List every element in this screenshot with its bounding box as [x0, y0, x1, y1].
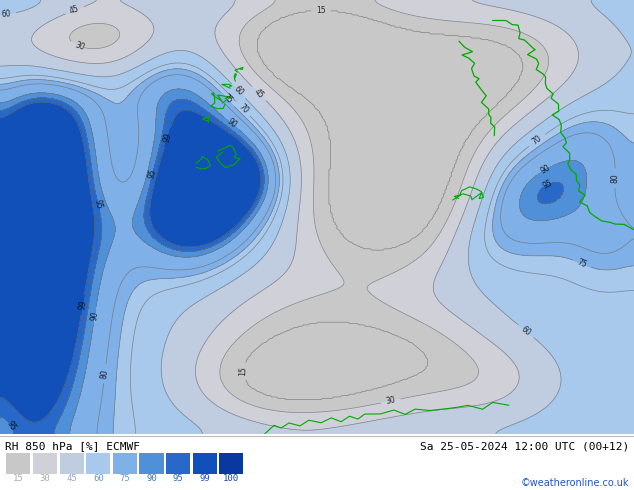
- Bar: [113, 453, 137, 474]
- Text: 75: 75: [221, 93, 234, 106]
- Bar: [6, 453, 30, 474]
- Bar: [86, 453, 110, 474]
- Text: 75: 75: [120, 474, 130, 483]
- Text: 60: 60: [232, 84, 245, 98]
- Text: 15: 15: [13, 474, 23, 483]
- Bar: [139, 453, 164, 474]
- Bar: [33, 453, 57, 474]
- Text: 95: 95: [147, 168, 158, 180]
- Text: 60: 60: [93, 474, 103, 483]
- Bar: [166, 453, 190, 474]
- Text: 45: 45: [252, 87, 266, 100]
- Text: RH 850 hPa [%] ECMWF: RH 850 hPa [%] ECMWF: [5, 441, 140, 451]
- Text: 30: 30: [74, 41, 86, 52]
- Text: 99: 99: [200, 474, 210, 483]
- Text: ©weatheronline.co.uk: ©weatheronline.co.uk: [521, 478, 629, 488]
- Text: 30: 30: [385, 395, 396, 406]
- Bar: [219, 453, 243, 474]
- Text: 60: 60: [1, 9, 11, 19]
- Text: 100: 100: [223, 474, 240, 483]
- Text: 90: 90: [538, 164, 552, 176]
- Text: 45: 45: [67, 474, 77, 483]
- Text: 95: 95: [93, 198, 103, 210]
- Bar: [193, 453, 217, 474]
- Text: 45: 45: [68, 4, 81, 16]
- Text: 99: 99: [162, 131, 173, 143]
- Text: 15: 15: [238, 366, 248, 376]
- Text: 90: 90: [146, 474, 157, 483]
- Text: 80: 80: [611, 173, 619, 183]
- Text: 95: 95: [4, 419, 17, 432]
- Text: 95: 95: [173, 474, 183, 483]
- Text: 75: 75: [576, 258, 588, 270]
- Text: 70: 70: [236, 102, 250, 115]
- Bar: [60, 453, 84, 474]
- Text: 95: 95: [541, 179, 553, 191]
- Text: 15: 15: [316, 6, 326, 15]
- Text: 70: 70: [531, 134, 544, 147]
- Text: 99: 99: [77, 299, 88, 310]
- Text: 90: 90: [225, 117, 238, 130]
- Text: 90: 90: [89, 310, 100, 321]
- Text: 80: 80: [100, 368, 110, 379]
- Text: Sa 25-05-2024 12:00 UTC (00+12): Sa 25-05-2024 12:00 UTC (00+12): [420, 441, 629, 451]
- Text: 30: 30: [40, 474, 50, 483]
- Text: 60: 60: [519, 324, 533, 338]
